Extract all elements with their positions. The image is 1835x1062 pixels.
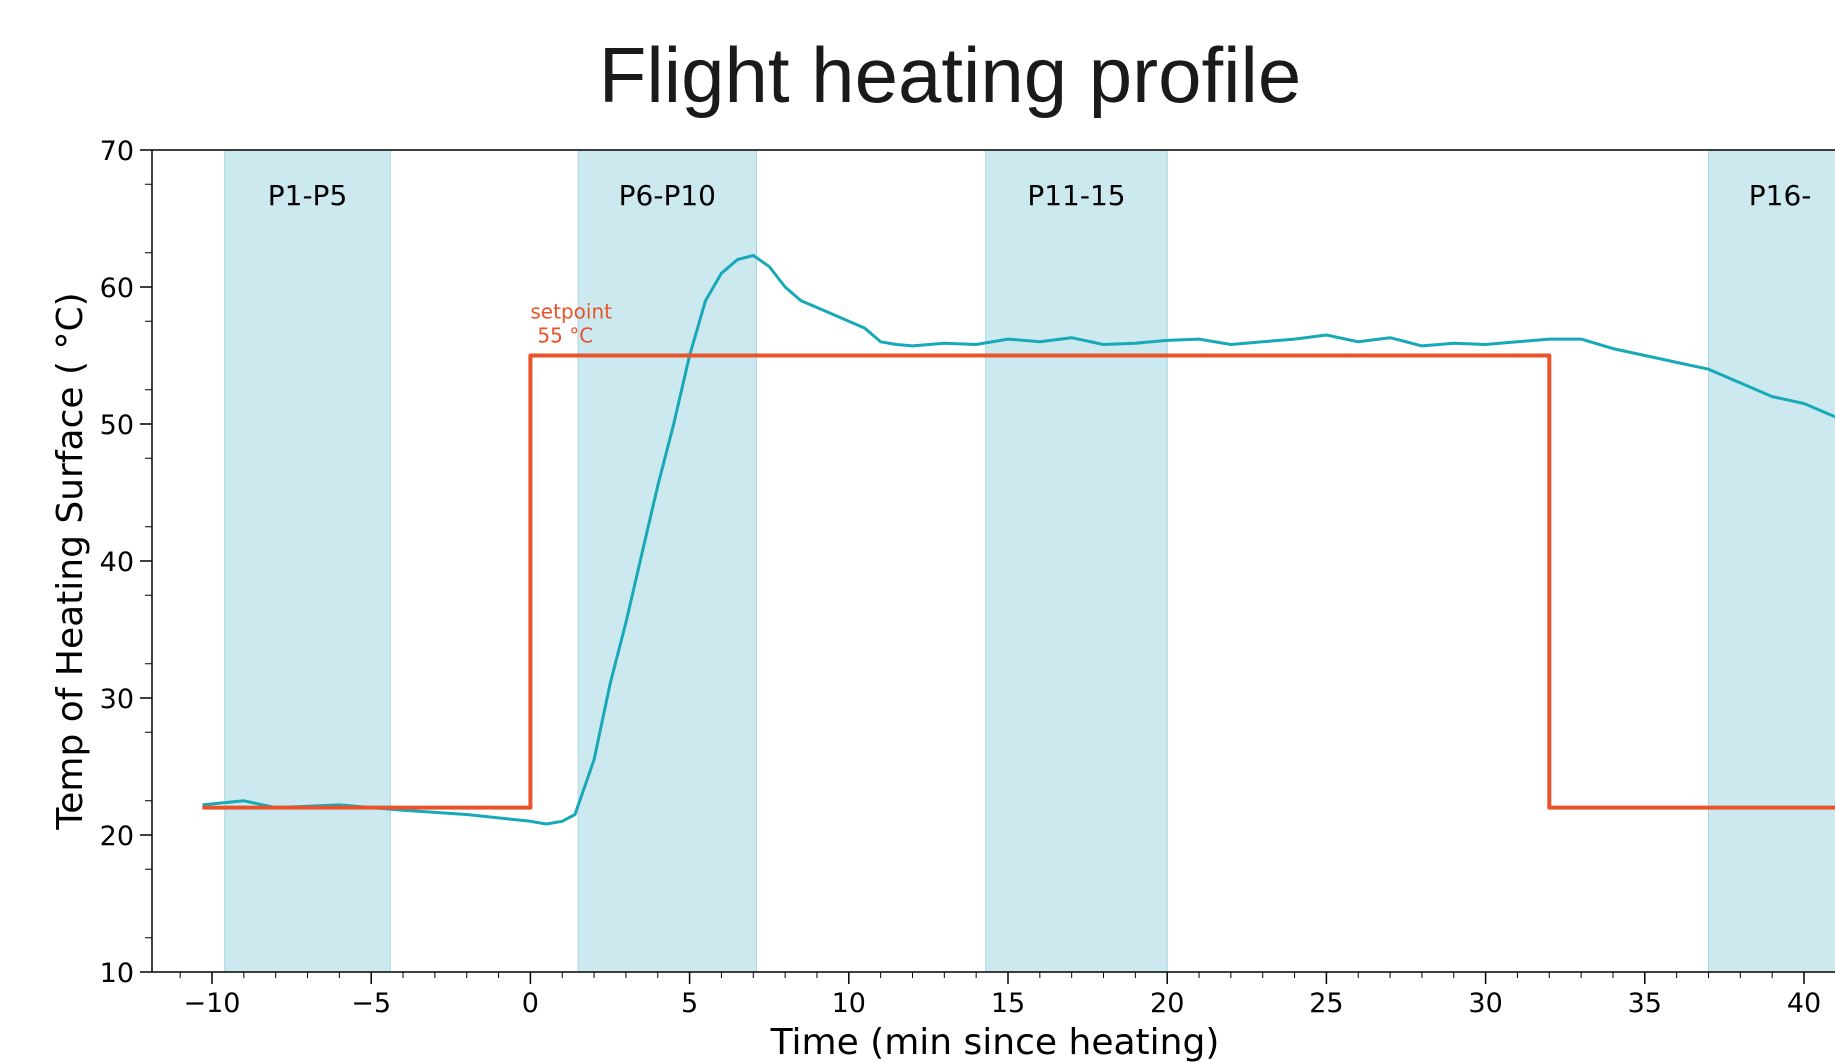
x-tick-label: 35 [1628, 988, 1662, 1019]
band-3 [985, 150, 1168, 972]
y-tick-label: 30 [100, 684, 134, 715]
band-label-4: P16- [1749, 179, 1812, 212]
x-tick-label: −10 [184, 988, 241, 1019]
y-tick-label: 10 [100, 958, 134, 989]
x-tick-label: 10 [832, 988, 866, 1019]
band-2 [577, 150, 757, 972]
y-tick-label: 50 [100, 410, 134, 441]
series-layer [202, 254, 1835, 826]
x-tick-label: 30 [1468, 988, 1502, 1019]
y-axis-label: Temp of Heating Surface ( °C) [50, 292, 91, 830]
measured-line [202, 254, 1835, 826]
shaded-bands [224, 150, 1835, 972]
x-tick-label: 20 [1150, 988, 1184, 1019]
band-label-1: P1-P5 [268, 179, 348, 212]
setpoint-line [202, 353, 1835, 810]
y-tick-label: 40 [100, 547, 134, 578]
y-tick-label: 70 [100, 136, 134, 167]
x-tick-label: 0 [522, 988, 539, 1019]
band-label-3: P11-15 [1027, 179, 1125, 212]
band-label-2: P6-P10 [619, 179, 716, 212]
x-axis-label: Time (min since heating) [770, 1022, 1220, 1062]
chart-title: Flight heating profile [598, 31, 1302, 119]
x-tick-label: 40 [1787, 988, 1821, 1019]
band-1 [224, 150, 391, 972]
x-tick-label: 25 [1309, 988, 1343, 1019]
setpoint-annotation-line2: 55 °C [537, 324, 593, 348]
y-tick-label: 20 [100, 821, 134, 852]
x-tick-label: 5 [681, 988, 698, 1019]
band-4 [1707, 150, 1835, 972]
x-tick-label: −5 [351, 988, 391, 1019]
setpoint-annotation-line1: setpoint [530, 300, 612, 324]
x-tick-label: 15 [991, 988, 1025, 1019]
axes [140, 149, 1835, 984]
y-tick-label: 60 [100, 273, 134, 304]
